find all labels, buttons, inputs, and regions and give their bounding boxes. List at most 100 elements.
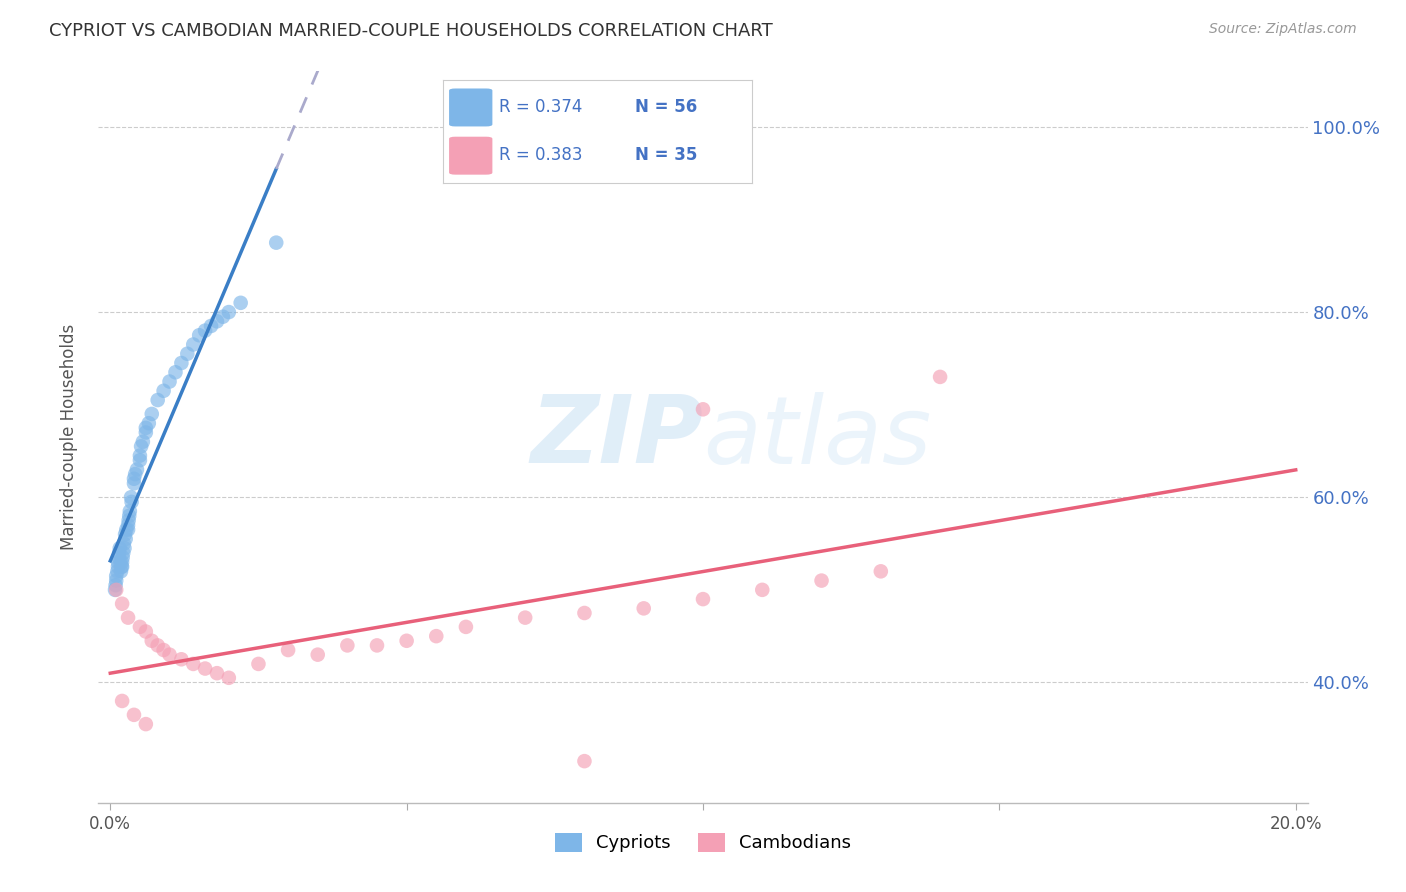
Point — [146, 392, 169, 407]
Text: R = 0.374: R = 0.374 — [499, 98, 582, 116]
Point — [264, 235, 287, 250]
Point — [111, 555, 134, 569]
Point — [117, 518, 139, 533]
Point — [152, 643, 174, 657]
Point — [118, 508, 141, 523]
Point — [146, 639, 169, 653]
Text: Source: ZipAtlas.com: Source: ZipAtlas.com — [1209, 22, 1357, 37]
Point — [692, 402, 714, 417]
Point — [121, 495, 143, 509]
Point — [114, 532, 136, 546]
Point — [129, 453, 152, 467]
Point — [129, 449, 152, 463]
Point — [129, 620, 152, 634]
Point — [574, 754, 596, 768]
Point — [107, 559, 129, 574]
Point — [181, 337, 204, 351]
Point — [574, 606, 596, 620]
Point — [110, 555, 132, 569]
Point — [135, 421, 157, 435]
Text: N = 35: N = 35 — [634, 146, 697, 164]
Point — [218, 305, 240, 319]
Point — [366, 639, 388, 653]
Point — [869, 565, 891, 579]
Point — [247, 657, 270, 671]
Point — [277, 643, 299, 657]
Text: ZIP: ZIP — [530, 391, 703, 483]
Point — [105, 574, 128, 588]
Point — [165, 365, 187, 379]
Point — [188, 328, 211, 343]
FancyBboxPatch shape — [449, 88, 492, 127]
Point — [124, 467, 146, 482]
Point — [112, 546, 135, 560]
Point — [125, 462, 148, 476]
Point — [108, 541, 131, 556]
Text: N = 56: N = 56 — [634, 98, 697, 116]
Point — [200, 318, 222, 333]
Point — [115, 523, 138, 537]
Text: atlas: atlas — [703, 392, 931, 483]
Point — [105, 565, 128, 579]
Legend: Cypriots, Cambodians: Cypriots, Cambodians — [547, 826, 859, 860]
Point — [111, 559, 134, 574]
Point — [120, 490, 142, 504]
Point — [122, 476, 145, 491]
Point — [111, 550, 134, 565]
Point — [129, 439, 152, 453]
FancyBboxPatch shape — [449, 136, 492, 175]
Point — [104, 582, 127, 597]
Point — [132, 434, 155, 449]
Point — [159, 648, 181, 662]
Point — [229, 295, 252, 310]
Point — [692, 592, 714, 607]
Point — [135, 717, 157, 731]
Point — [111, 694, 134, 708]
Point — [929, 370, 952, 384]
Point — [395, 633, 418, 648]
Point — [105, 569, 128, 583]
Point — [122, 472, 145, 486]
Point — [141, 633, 163, 648]
Point — [117, 610, 139, 624]
Point — [454, 620, 477, 634]
Point — [108, 546, 131, 560]
Point — [114, 527, 136, 541]
Point — [336, 639, 359, 653]
Point — [111, 597, 134, 611]
Point — [135, 425, 157, 440]
Point — [104, 578, 127, 592]
Point — [176, 347, 198, 361]
Text: R = 0.383: R = 0.383 — [499, 146, 582, 164]
Point — [194, 661, 217, 675]
Point — [105, 582, 128, 597]
Point — [218, 671, 240, 685]
Point — [117, 523, 139, 537]
Point — [112, 536, 135, 550]
Point — [159, 375, 181, 389]
Point — [110, 565, 132, 579]
Text: CYPRIOT VS CAMBODIAN MARRIED-COUPLE HOUSEHOLDS CORRELATION CHART: CYPRIOT VS CAMBODIAN MARRIED-COUPLE HOUS… — [49, 22, 773, 40]
Point — [425, 629, 447, 643]
Point — [118, 513, 141, 527]
Point — [307, 648, 329, 662]
Point — [810, 574, 832, 588]
Point — [515, 610, 537, 624]
Point — [118, 504, 141, 518]
Point — [141, 407, 163, 421]
Y-axis label: Married-couple Households: Married-couple Households — [59, 324, 77, 550]
Point — [114, 541, 136, 556]
Point — [205, 666, 228, 681]
Point — [110, 559, 132, 574]
Point — [212, 310, 235, 324]
Point — [135, 624, 157, 639]
Point — [181, 657, 204, 671]
Point — [107, 550, 129, 565]
Point — [122, 707, 145, 722]
Point — [751, 582, 773, 597]
Point — [205, 314, 228, 328]
Point — [107, 555, 129, 569]
Point — [138, 416, 160, 430]
Point — [152, 384, 174, 398]
Point — [194, 324, 217, 338]
